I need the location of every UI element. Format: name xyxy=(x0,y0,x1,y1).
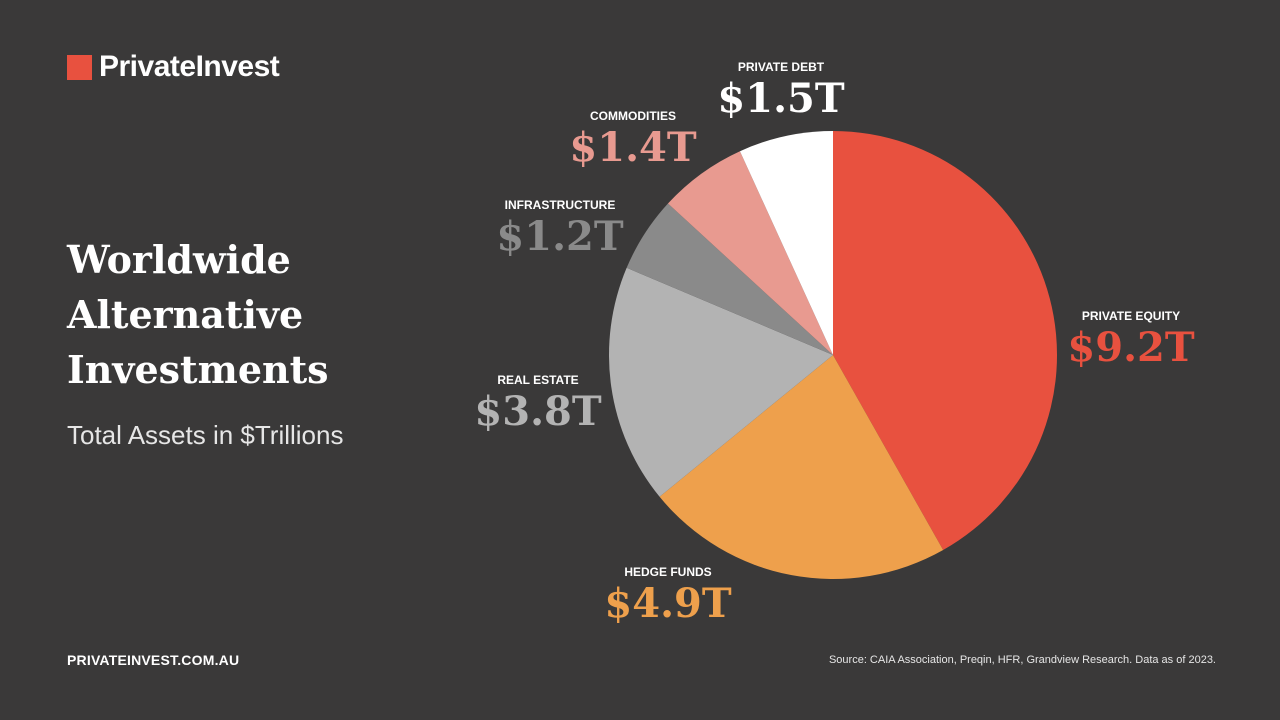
slice-label-commodities: COMMODITIES xyxy=(590,109,676,123)
footer-source: Source: CAIA Association, Preqin, HFR, G… xyxy=(828,654,1216,666)
footer-url-link[interactable]: PRIVATEINVEST.COM.AU xyxy=(67,652,240,668)
slice-value-real-estate: $3.8T xyxy=(474,388,601,435)
subtitle: Total Assets in $Trillions xyxy=(67,420,344,450)
pie-slice-infrastructure[interactable] xyxy=(626,203,833,355)
title-line-3: Investments xyxy=(67,347,329,392)
brand-name: PrivateInvest xyxy=(99,50,280,83)
slice-value-commodities: $1.4T xyxy=(569,124,696,171)
slice-value-infrastructure: $1.2T xyxy=(496,213,623,260)
slice-value-private-debt: $1.5T xyxy=(717,75,844,122)
slice-label-private-debt: PRIVATE DEBT xyxy=(738,60,825,74)
page-title: Worldwide Alternative Investments xyxy=(67,232,427,397)
title-line-1: Worldwide xyxy=(67,237,291,282)
slice-value-hedge-funds: $4.9T xyxy=(604,580,731,627)
slice-label-real-estate: REAL ESTATE xyxy=(497,373,578,387)
slice-label-private-equity: PRIVATE EQUITY xyxy=(1082,309,1180,323)
pie-slice-commodities[interactable] xyxy=(667,151,833,355)
pie-slice-hedge-funds[interactable] xyxy=(659,355,944,580)
pie-slice-private-debt[interactable] xyxy=(739,131,833,355)
brand-logo[interactable]: PrivateInvest xyxy=(67,50,280,84)
brand-square-icon xyxy=(67,54,92,80)
slice-value-private-equity: $9.2T xyxy=(1067,324,1194,371)
title-line-2: Alternative xyxy=(67,292,304,337)
pie-slice-private-equity[interactable] xyxy=(833,131,1058,551)
slice-label-hedge-funds: HEDGE FUNDS xyxy=(624,565,711,579)
slice-label-infrastructure: INFRASTRUCTURE xyxy=(505,198,616,212)
pie-slice-real-estate[interactable] xyxy=(609,267,833,497)
